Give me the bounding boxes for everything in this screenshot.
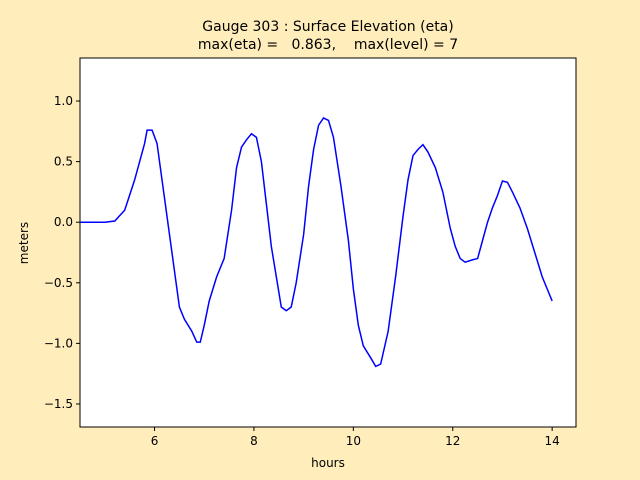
- x-tick-label: 6: [151, 434, 159, 448]
- data-line: [80, 117, 553, 368]
- chart-subtitle: max(eta) = 0.863, max(level) = 7: [198, 37, 458, 53]
- y-tick-label: 1.0: [54, 94, 73, 108]
- y-tick-label: 0.5: [54, 155, 73, 169]
- x-tick-label: 8: [250, 434, 258, 448]
- y-tick-label: −0.5: [44, 276, 73, 290]
- x-tick-label: 12: [445, 434, 460, 448]
- plot-area: [80, 58, 576, 427]
- x-tick-label: 14: [545, 434, 560, 448]
- chart-title: Gauge 303 : Surface Elevation (eta): [202, 19, 453, 35]
- x-axis-label: hours: [311, 456, 345, 470]
- plot-frame: [79, 57, 577, 428]
- y-axis-label: meters: [17, 222, 31, 264]
- y-tick-label: −1.0: [44, 336, 73, 350]
- y-tick-label: −1.5: [44, 397, 73, 411]
- y-tick-label: 0.0: [54, 215, 73, 229]
- x-tick-label: 10: [346, 434, 361, 448]
